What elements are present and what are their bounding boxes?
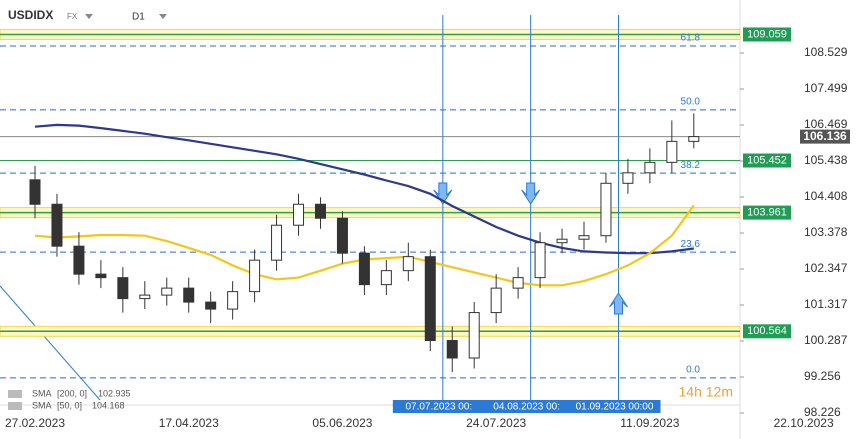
fib-label: 61.8 (681, 33, 701, 44)
legend-icon (8, 402, 22, 410)
x-tick-label: 27.02.2023 (5, 416, 65, 430)
level-label-box (743, 27, 791, 42)
candle-body (314, 203, 326, 219)
x-tick-label: 24.07.2023 (466, 416, 526, 430)
level-label-box (743, 324, 791, 339)
candle-body (227, 291, 239, 310)
y-tick-label: 107.499 (804, 81, 848, 95)
x-tick-label: 05.06.2023 (312, 416, 372, 430)
x-tick-label: 22.10.2023 (774, 416, 834, 430)
x-tick-label: 11.09.2023 (620, 416, 679, 430)
candle-body (490, 287, 502, 314)
fib-label: 23.6 (681, 239, 701, 250)
marker-arrow (609, 292, 628, 315)
legend-value: 102.935 (98, 388, 131, 398)
candle-body (139, 294, 151, 300)
marker-date: 04.08.2023 00: (493, 402, 560, 413)
fib-label: 0.0 (686, 365, 700, 376)
fib-label: 50.0 (681, 97, 701, 108)
marker-date: 01.09.2023 00:00 (576, 402, 654, 413)
marker-date: 07.07.2023 00: (405, 402, 472, 413)
market: FX (67, 12, 78, 21)
last-price-label: 106.136 (803, 129, 847, 143)
legend-params: [200, 0] (57, 388, 87, 398)
level-label-box (743, 205, 791, 220)
candle-body (205, 301, 217, 310)
level-label: 109.059 (747, 28, 787, 40)
y-tick-label: 98.226 (804, 405, 841, 419)
candle-body (161, 287, 173, 296)
fib-label: 38.2 (681, 160, 701, 171)
level-label: 100.564 (747, 325, 787, 337)
level-label-box (743, 153, 791, 168)
legend-params: [50, 0] (57, 400, 82, 410)
marker-date-box (480, 400, 573, 413)
candle-body (512, 277, 524, 289)
candle-body (95, 273, 107, 279)
candle-body (358, 252, 370, 286)
y-tick-label: 105.438 (804, 153, 848, 167)
last-price-box (800, 129, 850, 144)
y-tick-label: 106.469 (804, 117, 848, 131)
candle-body (73, 245, 85, 275)
legend-value: 104.168 (92, 400, 125, 410)
candle-body (534, 242, 546, 279)
candle-body (468, 312, 480, 359)
candle-body (600, 182, 612, 237)
y-tick-label: 108.529 (804, 45, 848, 59)
legend-name: SMA (32, 400, 52, 410)
candle-body (336, 217, 348, 254)
candle-body (644, 161, 656, 174)
y-tick-label: 103.378 (804, 225, 848, 239)
candle-body (293, 203, 305, 226)
sma-line (34, 123, 694, 255)
candle-body (380, 270, 392, 286)
candle-body (249, 259, 261, 293)
y-tick-label: 104.408 (804, 189, 848, 203)
candle-body (51, 203, 63, 247)
candle-body (29, 179, 41, 205)
symbol-dropdown[interactable] (85, 14, 93, 19)
y-tick-label: 101.317 (804, 297, 848, 311)
countdown: 14h 12m (679, 384, 733, 400)
candle-body (688, 136, 700, 142)
timeframe-dropdown[interactable] (159, 14, 167, 19)
candle-body (424, 256, 436, 342)
marker-date-box (392, 400, 485, 413)
candle-body (446, 340, 458, 359)
y-tick-label: 102.347 (804, 261, 848, 275)
symbol[interactable]: USDIDX (8, 8, 53, 22)
timeframe[interactable]: D1 (132, 12, 145, 23)
candle-body (556, 238, 568, 244)
candle-body (402, 256, 414, 272)
y-tick-label: 100.287 (804, 333, 848, 347)
candle-body (183, 287, 195, 303)
candle-body (578, 235, 590, 240)
marker-date-box (568, 400, 661, 413)
candle-body (271, 224, 283, 261)
candle-body (117, 277, 129, 300)
candle-body (622, 172, 634, 184)
plot: 61.8 50.0 38.2 23.6 0.0 (0, 15, 741, 405)
candle-body (666, 140, 678, 163)
marker-arrow (433, 182, 453, 205)
level-label: 105.452 (747, 154, 787, 166)
level-label: 103.961 (747, 207, 787, 219)
y-tick-label: 99.256 (804, 369, 841, 383)
legend-icon (8, 390, 22, 398)
x-tick-label: 17.04.2023 (159, 416, 219, 430)
marker-arrow (521, 182, 541, 205)
trend-line (0, 285, 101, 401)
legend-name: SMA (32, 388, 52, 398)
